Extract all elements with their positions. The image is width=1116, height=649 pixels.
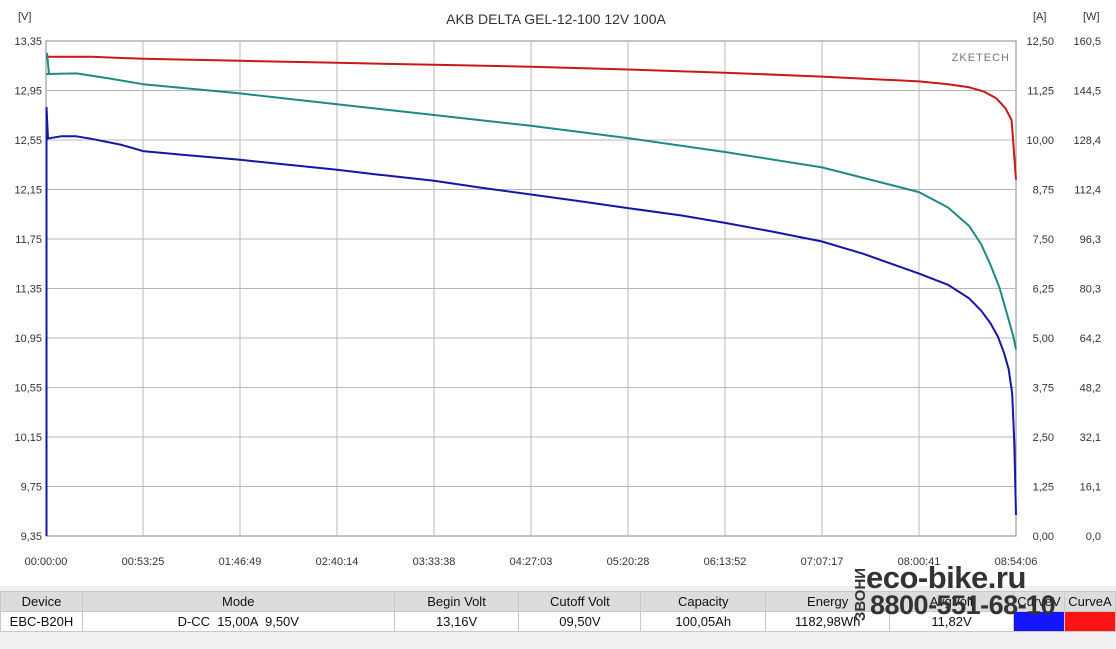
y-current-tick-label: 1,25 (1033, 482, 1054, 494)
y-current-tick-label: 5,00 (1033, 333, 1054, 345)
power-unit-label: [W] (1083, 11, 1100, 23)
power-start-spike (46, 52, 50, 75)
y-power-tick-label: 80,3 (1080, 284, 1101, 296)
series-layer (45, 52, 1017, 536)
info-table: Device Mode Begin Volt Cutoff Volt Capac… (0, 591, 1116, 632)
x-tick-label: 08:54:06 (995, 556, 1038, 568)
ticks-layer: 13,35 12,95 12,55 12,15 11,75 11,35 10,95 10,55… (14, 36, 1101, 568)
value-avgvolt: 11,82V (889, 611, 1014, 632)
y-current-tick-label: 8,75 (1033, 185, 1054, 197)
zketech-watermark: ZKETECH (952, 52, 1010, 64)
y-current-tick-label: 11,25 (1027, 86, 1054, 98)
y-left-tick-label: 11,35 (15, 284, 42, 296)
header-capacity: Capacity (640, 591, 767, 612)
curvev-color-swatch (1013, 612, 1064, 631)
y-left-tick-label: 12,15 (14, 185, 42, 197)
y-current-tick-label: 7,50 (1033, 234, 1054, 246)
series-line-curvea (46, 55, 1017, 180)
y-left-tick-label: 10,55 (14, 383, 42, 395)
y-power-tick-label: 48,2 (1080, 383, 1101, 395)
table-header-row: Device Mode Begin Volt Cutoff Volt Capac… (0, 591, 1116, 612)
header-curvev: CurveV (1012, 591, 1065, 612)
x-tick-label: 06:13:52 (704, 556, 747, 568)
y-left-tick-label: 9,35 (21, 531, 42, 543)
left-unit-label: [V] (18, 11, 31, 23)
y-current-tick-label: 3,75 (1033, 383, 1054, 395)
y-current-tick-label: 2,50 (1033, 432, 1054, 444)
y-left-tick-label: 12,55 (14, 135, 42, 147)
curvea-color-swatch (1064, 612, 1115, 631)
value-begin-volt: 13,16V (393, 611, 520, 632)
header-energy: Energy (765, 591, 891, 612)
header-mode: Mode (81, 591, 395, 612)
value-mode: D-CC 15,00A 9,50V (81, 611, 395, 632)
header-avgvolt: AvgVolt (889, 591, 1014, 612)
y-power-tick-label: 32,1 (1080, 432, 1101, 444)
value-energy: 1182,98Wh (765, 611, 891, 632)
x-tick-label: 02:40:14 (316, 556, 359, 568)
series-line-curvev (45, 135, 1017, 516)
chart-svg: 13,35 12,95 12,55 12,15 11,75 11,35 10,95 10,55… (14, 11, 1101, 568)
y-power-tick-label: 112,4 (1074, 185, 1101, 197)
x-tick-label: 07:07:17 (801, 556, 844, 568)
current-unit-label: [A] (1033, 11, 1046, 23)
value-capacity: 100,05Ah (640, 611, 767, 632)
swatch-curvev (1012, 611, 1065, 632)
voltage-start-spike (45, 106, 49, 536)
header-device: Device (0, 591, 83, 612)
swatch-curvea (1063, 611, 1116, 632)
y-left-tick-label: 12,95 (14, 86, 42, 98)
x-tick-label: 01:46:49 (219, 556, 262, 568)
header-cutoff-volt: Cutoff Volt (518, 591, 642, 612)
y-power-tick-label: 16,1 (1080, 482, 1101, 494)
chart-title: AKB DELTA GEL-12-100 12V 100A (446, 11, 666, 27)
y-left-tick-label: 10,15 (14, 432, 42, 444)
y-current-tick-label: 12,50 (1026, 36, 1054, 48)
y-power-tick-label: 128,4 (1073, 135, 1101, 147)
series-line-curvew (45, 72, 1017, 350)
x-tick-label: 08:00:41 (898, 556, 941, 568)
header-begin-volt: Begin Volt (393, 591, 520, 612)
y-left-tick-label: 11,75 (15, 234, 42, 246)
value-device: EBC-B20H (0, 611, 83, 632)
grid (45, 40, 1017, 537)
y-power-tick-label: 64,2 (1080, 333, 1101, 345)
y-power-tick-label: 144,5 (1073, 86, 1101, 98)
y-left-tick-label: 13,35 (14, 36, 42, 48)
y-power-tick-label: 96,3 (1080, 234, 1101, 246)
table-values-row: EBC-B20H D-CC 15,00A 9,50V 13,16V 09,50V… (0, 611, 1116, 632)
x-tick-label: 03:33:38 (413, 556, 456, 568)
y-power-tick-label: 0,0 (1086, 531, 1101, 543)
y-left-tick-label: 10,95 (14, 333, 42, 345)
x-tick-label: 05:20:28 (607, 556, 650, 568)
header-curvea: CurveA (1063, 591, 1116, 612)
chart-area: 13,35 12,95 12,55 12,15 11,75 11,35 10,95 10,55… (0, 0, 1116, 586)
x-tick-label: 04:27:03 (510, 556, 553, 568)
y-current-tick-label: 0,00 (1033, 531, 1054, 543)
y-power-tick-label: 160,5 (1073, 36, 1101, 48)
y-left-tick-label: 9,75 (21, 482, 42, 494)
x-tick-label: 00:00:00 (25, 556, 68, 568)
y-current-tick-label: 10,00 (1026, 135, 1054, 147)
x-tick-label: 00:53:25 (122, 556, 165, 568)
y-current-tick-label: 6,25 (1033, 284, 1054, 296)
value-cutoff-volt: 09,50V (518, 611, 642, 632)
